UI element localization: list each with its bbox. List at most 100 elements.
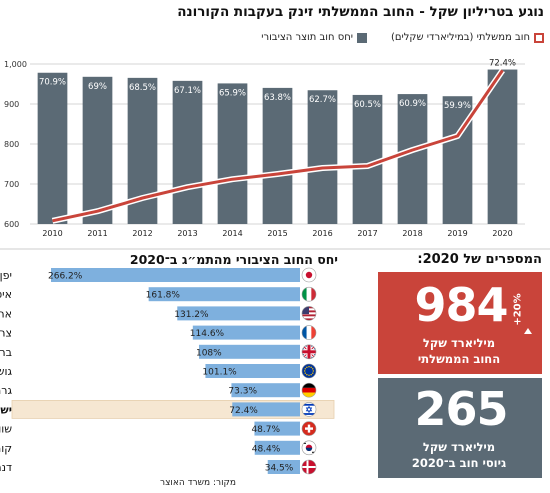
germany-flag-icon <box>302 383 316 398</box>
legend-debt-to-gdp-label: יחס חוב תוצר הציבורי <box>261 32 353 43</box>
hbar-chart-title: יחס החוב הציבורי מהתמ״ג ב־2020 <box>129 252 338 267</box>
bar-data-label: 70.9% <box>39 78 66 88</box>
stat-interest-label-2: גיוסי חוב ב־2020 <box>411 456 507 470</box>
x-tick-label: 2010 <box>42 229 62 238</box>
stat-debt-change: +20% <box>513 286 538 336</box>
country-label: גרמניה <box>0 384 12 397</box>
legend-line-swatch <box>534 32 544 43</box>
stat-debt-label-1: מיליארד שקל <box>422 336 496 350</box>
denmark-flag-icon <box>302 460 316 474</box>
bar <box>37 72 68 224</box>
hbar-data-label: 161.8% <box>146 291 181 301</box>
hbar-row: 161.8% איטליה <box>0 286 317 302</box>
country-label: צרפת <box>0 327 12 340</box>
hbar <box>267 460 300 474</box>
hbar-row: 108% בריטניה <box>0 344 317 360</box>
legend-debt-to-gdp: יחס חוב תוצר הציבורי <box>261 32 367 43</box>
y-tick-label: 800 <box>4 140 19 149</box>
legend-gov-debt: חוב ממשלתי (במיליארדי שקלים) <box>391 32 544 43</box>
bar-data-label: 62.7% <box>309 95 336 105</box>
x-tick-label: 2011 <box>87 229 107 238</box>
bar-data-label: 65.9% <box>219 88 246 98</box>
stat-box-interest: 265 מיליארד שקל גיוסי חוב ב־2020 <box>378 378 542 478</box>
bar <box>172 80 203 224</box>
hbar-row: 34.5% דנמרק <box>0 459 317 475</box>
hbar <box>254 421 300 436</box>
bar-data-label: 60.5% <box>354 100 381 110</box>
hbar-row: 72.4% ישראל <box>0 399 335 419</box>
country-label: קוריאה <box>0 442 12 455</box>
page-title: נוגע בטריליון שקל - החוב הממשלתי זינק בע… <box>177 4 544 20</box>
country-label: ישראל <box>0 403 12 416</box>
korea-flag-icon <box>302 440 316 455</box>
bar-data-label: 59.9% <box>444 101 471 111</box>
x-tick-label: 2020 <box>492 229 512 238</box>
hbar-data-label: 34.5% <box>265 464 294 474</box>
bar <box>82 76 113 224</box>
stat-debt-label-2: החוב הממשלתי <box>417 352 501 366</box>
bar-data-label: 68.5% <box>129 83 156 93</box>
hbar-data-label: 72.4% <box>229 406 258 416</box>
legend-bar-swatch <box>357 32 367 43</box>
bar-data-label: 72.4% <box>489 59 516 69</box>
bar <box>487 69 518 225</box>
bar-data-label: 60.9% <box>399 99 426 109</box>
y-tick-label: 700 <box>4 180 19 189</box>
switzerland-flag-icon <box>302 421 316 436</box>
hbar-data-label: 48.7% <box>251 425 280 435</box>
hbar-row: 48.4% קוריאה <box>0 440 317 456</box>
x-tick-label: 2017 <box>357 229 377 238</box>
country-label: דנמרק <box>0 461 12 474</box>
hbar <box>192 325 300 340</box>
stat-debt-number: 984 <box>414 278 508 332</box>
x-tick-label: 2019 <box>447 229 467 238</box>
bar <box>217 83 248 224</box>
usa-flag-icon <box>302 306 316 321</box>
hbar-row: 114.6% צרפת <box>0 325 317 340</box>
bar-data-label: 63.8% <box>264 93 291 103</box>
bar <box>307 90 338 224</box>
y-tick-label: 900 <box>4 100 19 109</box>
x-tick-label: 2014 <box>222 229 242 238</box>
hbar-data-label: 266.2% <box>48 272 83 282</box>
eu-flag-icon <box>302 364 316 378</box>
hbar-data-label: 131.2% <box>174 310 209 320</box>
hbar <box>205 364 300 378</box>
x-tick-label: 2016 <box>312 229 332 238</box>
hbar <box>148 287 300 302</box>
hbar <box>231 383 300 398</box>
stat-interest-number: 265 <box>414 382 508 436</box>
country-label: איטליה <box>0 288 12 301</box>
japan-flag-icon <box>302 268 316 282</box>
y-tick-label: 600 <box>4 220 19 229</box>
country-label: שוויץ <box>0 423 12 436</box>
bar <box>397 94 428 224</box>
hbar <box>232 402 300 417</box>
hbar-data-label: 48.4% <box>252 444 281 454</box>
hbar-row: 131.2% ארה״ב <box>0 306 317 321</box>
hbar <box>198 344 300 359</box>
hbar-data-label: 114.6% <box>190 329 225 339</box>
x-tick-label: 2012 <box>132 229 152 238</box>
hbar-row: 73.3% גרמניה <box>0 382 317 398</box>
y-tick-label: 1,000 <box>4 60 27 69</box>
bar-data-label: 69% <box>88 82 107 92</box>
country-label: בריטניה <box>0 346 12 359</box>
hbar <box>177 306 300 321</box>
hbar-row: 266.2% יפן <box>0 267 317 283</box>
hbar <box>51 268 300 282</box>
x-tick-label: 2013 <box>177 229 197 238</box>
france-flag-icon <box>302 325 316 340</box>
up-arrow-icon <box>524 328 532 334</box>
hbar-row: 48.7% שוויץ <box>0 421 317 436</box>
source-note: מקור: משרד האוצר <box>160 478 237 488</box>
bar <box>442 96 473 224</box>
main-combo-chart: 600 700 800 900 1,000 70.9% 2010 69% 2011 68.5% 20… <box>4 59 525 238</box>
x-tick-label: 2015 <box>267 229 287 238</box>
hbar-data-label: 108% <box>196 348 222 358</box>
country-label: גוש האירו <box>0 365 12 378</box>
stat-debt-change-label: +20% <box>512 293 524 326</box>
bar-data-label: 67.1% <box>174 86 201 96</box>
country-label: ארה״ב <box>0 307 12 320</box>
italy-flag-icon <box>302 287 316 302</box>
